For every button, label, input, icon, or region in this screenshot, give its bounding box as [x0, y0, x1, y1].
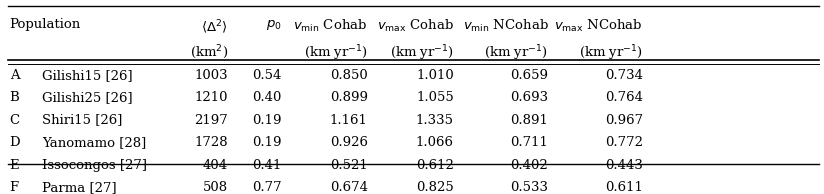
Text: 1.055: 1.055	[416, 91, 454, 104]
Text: 0.533: 0.533	[510, 181, 548, 194]
Text: (km yr$^{-1}$): (km yr$^{-1}$)	[390, 43, 454, 62]
Text: D: D	[10, 136, 21, 149]
Text: 0.612: 0.612	[416, 158, 454, 171]
Text: $v_{\mathrm{max}}$ NCohab: $v_{\mathrm{max}}$ NCohab	[555, 18, 643, 34]
Text: C: C	[10, 114, 20, 127]
Text: 0.611: 0.611	[605, 181, 643, 194]
Text: 0.521: 0.521	[330, 158, 368, 171]
Text: 0.41: 0.41	[252, 158, 282, 171]
Text: 508: 508	[203, 181, 228, 194]
Text: 1003: 1003	[194, 69, 228, 82]
Text: 0.967: 0.967	[605, 114, 643, 127]
Text: 0.825: 0.825	[416, 181, 454, 194]
Text: Shiri15 [26]: Shiri15 [26]	[43, 114, 123, 127]
Text: 1.010: 1.010	[416, 69, 454, 82]
Text: $v_{\mathrm{min}}$ NCohab: $v_{\mathrm{min}}$ NCohab	[462, 18, 548, 34]
Text: 0.674: 0.674	[330, 181, 368, 194]
Text: Yanomamo [28]: Yanomamo [28]	[43, 136, 147, 149]
Text: 0.711: 0.711	[510, 136, 548, 149]
Text: $p_0$: $p_0$	[265, 18, 282, 32]
Text: 1.066: 1.066	[416, 136, 454, 149]
Text: (km yr$^{-1}$): (km yr$^{-1}$)	[485, 43, 548, 62]
Text: 1.335: 1.335	[416, 114, 454, 127]
Text: 0.734: 0.734	[605, 69, 643, 82]
Text: A: A	[10, 69, 19, 82]
Text: 0.19: 0.19	[252, 114, 282, 127]
Text: 0.899: 0.899	[330, 91, 368, 104]
Text: 1210: 1210	[194, 91, 228, 104]
Text: Gilishi25 [26]: Gilishi25 [26]	[43, 91, 133, 104]
Text: $v_{\mathrm{max}}$ Cohab: $v_{\mathrm{max}}$ Cohab	[377, 18, 454, 34]
Text: 0.891: 0.891	[510, 114, 548, 127]
Text: 1728: 1728	[194, 136, 228, 149]
Text: 404: 404	[203, 158, 228, 171]
Text: 0.772: 0.772	[605, 136, 643, 149]
Text: $v_{\mathrm{min}}$ Cohab: $v_{\mathrm{min}}$ Cohab	[293, 18, 368, 34]
Text: F: F	[10, 181, 19, 194]
Text: 0.659: 0.659	[510, 69, 548, 82]
Text: Gilishi15 [26]: Gilishi15 [26]	[43, 69, 133, 82]
Text: Population: Population	[10, 18, 81, 31]
Text: Parma [27]: Parma [27]	[43, 181, 117, 194]
Text: 0.77: 0.77	[252, 181, 282, 194]
Text: 2197: 2197	[194, 114, 228, 127]
Text: 0.443: 0.443	[605, 158, 643, 171]
Text: (km$^2$): (km$^2$)	[190, 43, 228, 61]
Text: Issocongos [27]: Issocongos [27]	[43, 158, 147, 171]
Text: 0.693: 0.693	[510, 91, 548, 104]
Text: 0.926: 0.926	[330, 136, 368, 149]
Text: $\langle \Delta^2 \rangle$: $\langle \Delta^2 \rangle$	[201, 18, 228, 36]
Text: 0.19: 0.19	[252, 136, 282, 149]
Text: E: E	[10, 158, 19, 171]
Text: 0.40: 0.40	[252, 91, 282, 104]
Text: B: B	[10, 91, 19, 104]
Text: 0.850: 0.850	[330, 69, 368, 82]
Text: 0.402: 0.402	[511, 158, 548, 171]
Text: 0.54: 0.54	[252, 69, 282, 82]
Text: (km yr$^{-1}$): (km yr$^{-1}$)	[578, 43, 643, 62]
Text: 1.161: 1.161	[330, 114, 368, 127]
Text: (km yr$^{-1}$): (km yr$^{-1}$)	[303, 43, 368, 62]
Text: 0.764: 0.764	[605, 91, 643, 104]
